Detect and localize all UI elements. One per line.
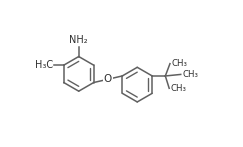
Text: NH₂: NH₂ [69,35,88,45]
Text: CH₃: CH₃ [172,59,188,68]
Text: CH₃: CH₃ [182,70,198,79]
Text: CH₃: CH₃ [171,84,187,93]
Text: H₃C: H₃C [35,60,53,70]
Text: O: O [104,74,112,84]
